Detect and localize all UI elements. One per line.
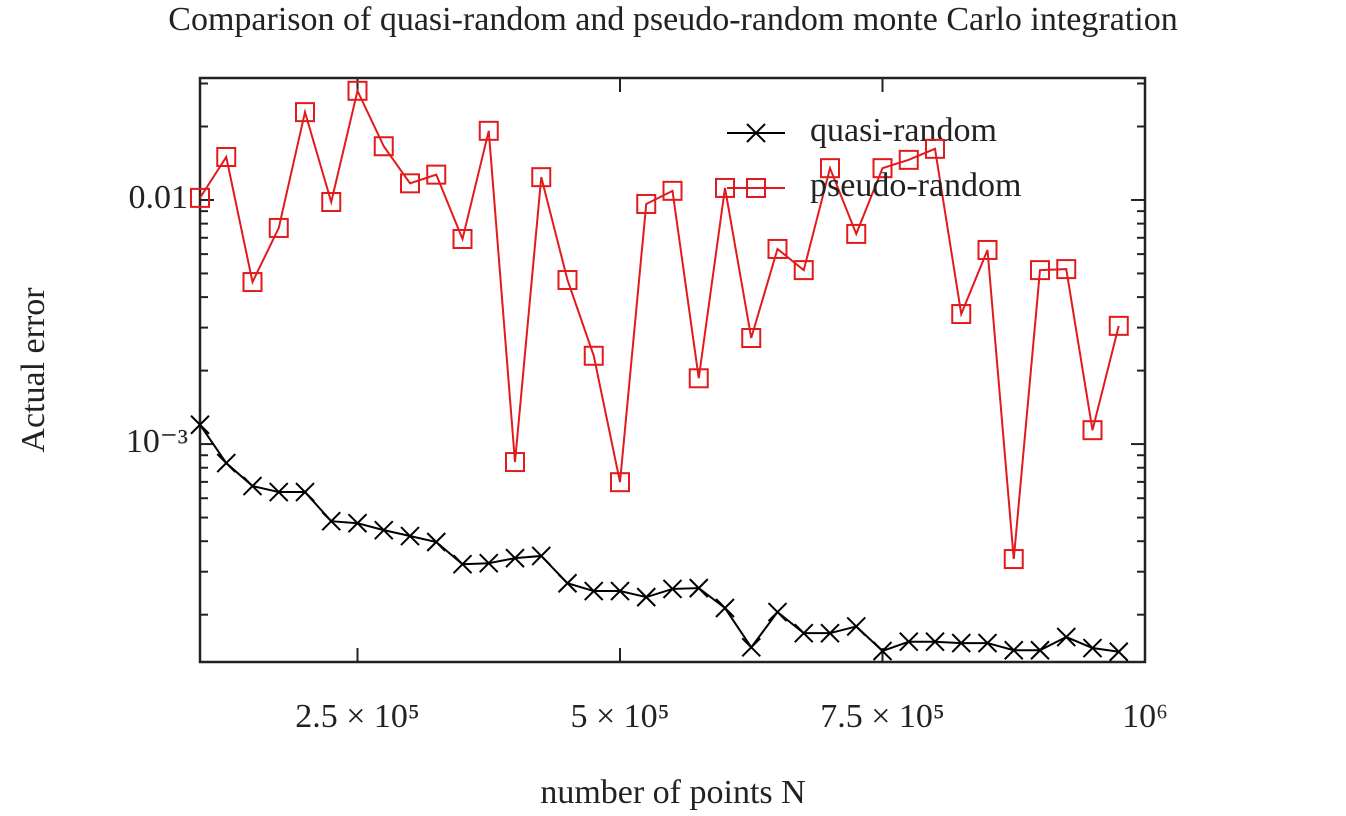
x-tick-label: 5 × 10⁵	[570, 698, 669, 735]
marker	[846, 616, 866, 637]
marker	[347, 513, 368, 533]
legend-label: pseudo-random	[810, 167, 1022, 204]
marker	[216, 146, 237, 167]
legend-label: quasi-random	[810, 112, 997, 149]
marker	[662, 180, 683, 201]
marker	[1082, 420, 1103, 441]
marker	[636, 587, 656, 607]
marker	[190, 187, 210, 208]
marker	[400, 526, 420, 546]
marker	[426, 164, 447, 185]
marker	[478, 120, 499, 141]
y-tick-label: 0.01	[129, 179, 189, 216]
marker	[583, 345, 604, 366]
marker	[295, 482, 315, 502]
y-axis-label: Actual error	[15, 287, 52, 453]
marker	[505, 452, 525, 473]
marker	[584, 581, 604, 601]
marker	[321, 511, 341, 531]
marker	[295, 102, 315, 123]
marker	[268, 217, 289, 238]
marker	[689, 578, 709, 598]
marker	[610, 581, 630, 601]
plot-frame	[198, 76, 1147, 664]
marker	[452, 229, 473, 250]
marker	[216, 453, 236, 473]
marker	[872, 158, 893, 179]
marker	[1030, 640, 1050, 660]
marker	[557, 270, 578, 291]
marker	[794, 623, 814, 643]
marker	[557, 573, 578, 593]
marker	[505, 548, 525, 568]
marker	[767, 238, 788, 259]
x-tick-label: 7.5 × 10⁵	[820, 698, 945, 735]
marker	[374, 520, 394, 540]
marker	[951, 633, 971, 653]
chart-title: Comparison of quasi-random and pseudo-ra…	[168, 1, 1177, 38]
marker	[767, 602, 788, 622]
series-line	[199, 424, 1119, 653]
marker	[899, 632, 919, 652]
x-tick-label: 2.5 × 10⁵	[295, 698, 420, 735]
marker	[531, 167, 552, 188]
marker	[898, 149, 919, 170]
marker	[846, 223, 867, 244]
x-axis-label: number of points N	[540, 774, 805, 811]
marker	[662, 579, 683, 599]
marker	[1056, 627, 1076, 647]
marker	[610, 472, 630, 493]
marker	[347, 80, 368, 101]
marker	[269, 482, 289, 502]
marker	[190, 415, 210, 435]
marker	[741, 637, 761, 658]
marker	[479, 553, 499, 573]
marker	[688, 368, 709, 389]
marker	[1056, 259, 1077, 280]
legend-marker	[746, 178, 766, 198]
marker	[715, 598, 735, 618]
marker	[636, 193, 657, 214]
marker	[925, 632, 945, 652]
marker	[531, 546, 551, 566]
marker	[1003, 549, 1024, 570]
marker	[741, 327, 762, 348]
marker	[977, 239, 998, 260]
y-tick-label: 10⁻³	[126, 423, 188, 460]
marker	[452, 554, 473, 574]
marker	[820, 623, 840, 643]
marker	[426, 532, 446, 552]
marker	[793, 260, 814, 281]
marker	[1030, 260, 1050, 281]
marker	[977, 633, 998, 653]
marker	[820, 158, 840, 179]
marker	[400, 173, 420, 194]
marker	[1082, 638, 1103, 658]
marker	[321, 192, 342, 213]
marker	[872, 641, 893, 661]
x-tick-label: 10⁶	[1122, 698, 1168, 735]
marker	[925, 138, 945, 159]
marker	[1004, 640, 1024, 660]
marker	[1109, 642, 1129, 662]
legend-marker	[746, 123, 766, 143]
marker	[1108, 315, 1129, 336]
marker	[242, 272, 263, 293]
series-line	[199, 87, 1120, 560]
marker	[951, 304, 972, 325]
marker	[242, 476, 263, 496]
marker	[373, 136, 394, 157]
